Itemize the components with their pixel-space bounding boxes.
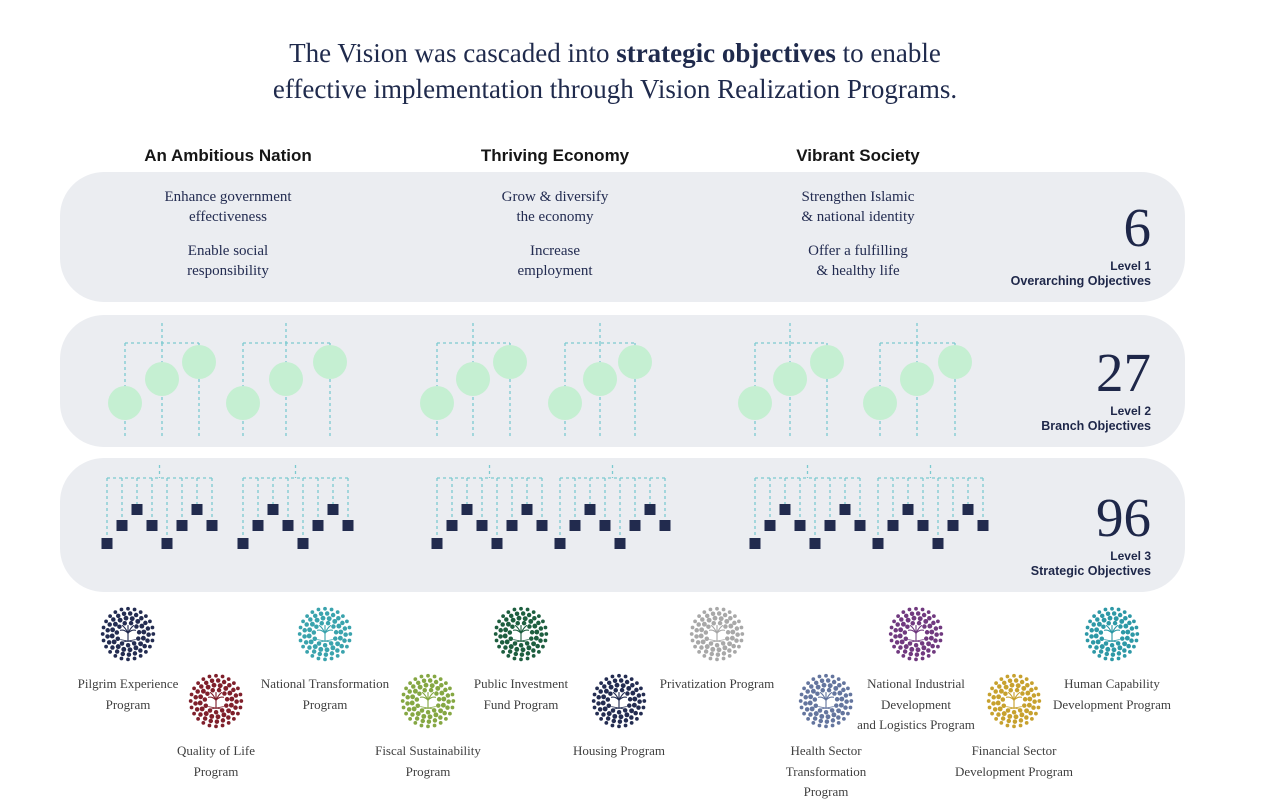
program-label: Human Capability Development Program bbox=[1052, 676, 1172, 712]
pillar-header-thriving-economy: Thriving Economy bbox=[480, 146, 630, 165]
program-label: Fiscal Sustainability Program bbox=[375, 743, 481, 779]
program-emblem-icon bbox=[297, 606, 353, 662]
page-title: The Vision was cascaded into strategic o… bbox=[0, 36, 1230, 107]
program-emblem-icon bbox=[188, 673, 244, 729]
program-tile bbox=[687, 604, 747, 664]
level1-band: Enhance government effectiveness Enable … bbox=[60, 172, 1185, 302]
program-emblem-icon bbox=[100, 606, 156, 662]
program-tile bbox=[886, 604, 946, 664]
level1-label: Level 1 bbox=[1110, 259, 1151, 273]
level3-count: 96 bbox=[1096, 487, 1151, 548]
program-label: Health Sector Transformation Program bbox=[785, 743, 867, 800]
program-tile bbox=[398, 671, 458, 731]
program-tile bbox=[589, 671, 649, 731]
level2-count: 27 bbox=[1096, 342, 1151, 403]
program-label: Financial Sector Development Program bbox=[954, 743, 1074, 779]
program-label: Housing Program bbox=[572, 743, 666, 758]
program-tile bbox=[295, 604, 355, 664]
level2-summary: 27 Level 2 Branch Objectives bbox=[1041, 345, 1151, 433]
objective-text: Enable social responsibility bbox=[187, 243, 269, 279]
strategic-objectives-grid bbox=[101, 465, 989, 549]
program-emblem-icon bbox=[591, 673, 647, 729]
branch-objectives-tree bbox=[108, 323, 972, 437]
level1-name: Overarching Objectives bbox=[1010, 274, 1151, 288]
level3-band: 96 Level 3 Strategic Objectives bbox=[60, 458, 1185, 592]
program-emblem-icon bbox=[400, 673, 456, 729]
level2-name: Branch Objectives bbox=[1041, 419, 1151, 433]
title-post: to enable bbox=[835, 38, 941, 68]
title-line2: effective implementation through Vision … bbox=[272, 73, 958, 104]
pillar-header-ambitious-nation: An Ambitious Nation bbox=[144, 146, 312, 165]
level3-name: Strategic Objectives bbox=[1030, 564, 1151, 578]
objective-text: Strengthen Islamic & national identity bbox=[801, 189, 915, 225]
program-emblem-icon bbox=[798, 673, 854, 729]
title-bold: strategic objectives bbox=[616, 38, 836, 68]
program-label: National Transformation Program bbox=[260, 676, 390, 712]
objective-text: Offer a fulfilling & healthy life bbox=[808, 243, 908, 279]
program-tile bbox=[186, 671, 246, 731]
program-emblem-icon bbox=[1084, 606, 1140, 662]
program-emblem-icon bbox=[986, 673, 1042, 729]
level1-count: 6 bbox=[1123, 197, 1152, 258]
level3-label: Level 3 bbox=[1110, 549, 1151, 563]
program-emblem-icon bbox=[689, 606, 745, 662]
program-tile bbox=[796, 671, 856, 731]
objective-text: Increase employment bbox=[517, 243, 593, 279]
level3-summary: 96 Level 3 Strategic Objectives bbox=[1031, 490, 1151, 578]
pillar-header-vibrant-society: Vibrant Society bbox=[796, 146, 920, 165]
objective-text: Enhance government effectiveness bbox=[164, 189, 292, 225]
level2-label: Level 2 bbox=[1110, 404, 1151, 418]
program-label: National Industrial Development and Logi… bbox=[857, 676, 975, 733]
title-pre: The Vision was cascaded into bbox=[289, 38, 617, 68]
program-tile bbox=[984, 671, 1044, 731]
program-label: Pilgrim Experience Program bbox=[77, 676, 179, 712]
program-tile bbox=[1082, 604, 1142, 664]
program-label: Public Investment Fund Program bbox=[473, 676, 569, 712]
program-emblem-icon bbox=[888, 606, 944, 662]
program-tile bbox=[491, 604, 551, 664]
program-tile bbox=[98, 604, 158, 664]
level2-band: 27 Level 2 Branch Objectives bbox=[60, 315, 1185, 447]
program-label: Quality of Life Program bbox=[177, 743, 255, 779]
objective-text: Grow & diversify the economy bbox=[501, 189, 609, 225]
level1-summary: 6 Level 1 Overarching Objectives bbox=[1011, 200, 1151, 288]
program-emblem-icon bbox=[493, 606, 549, 662]
program-label: Privatization Program bbox=[659, 676, 775, 691]
